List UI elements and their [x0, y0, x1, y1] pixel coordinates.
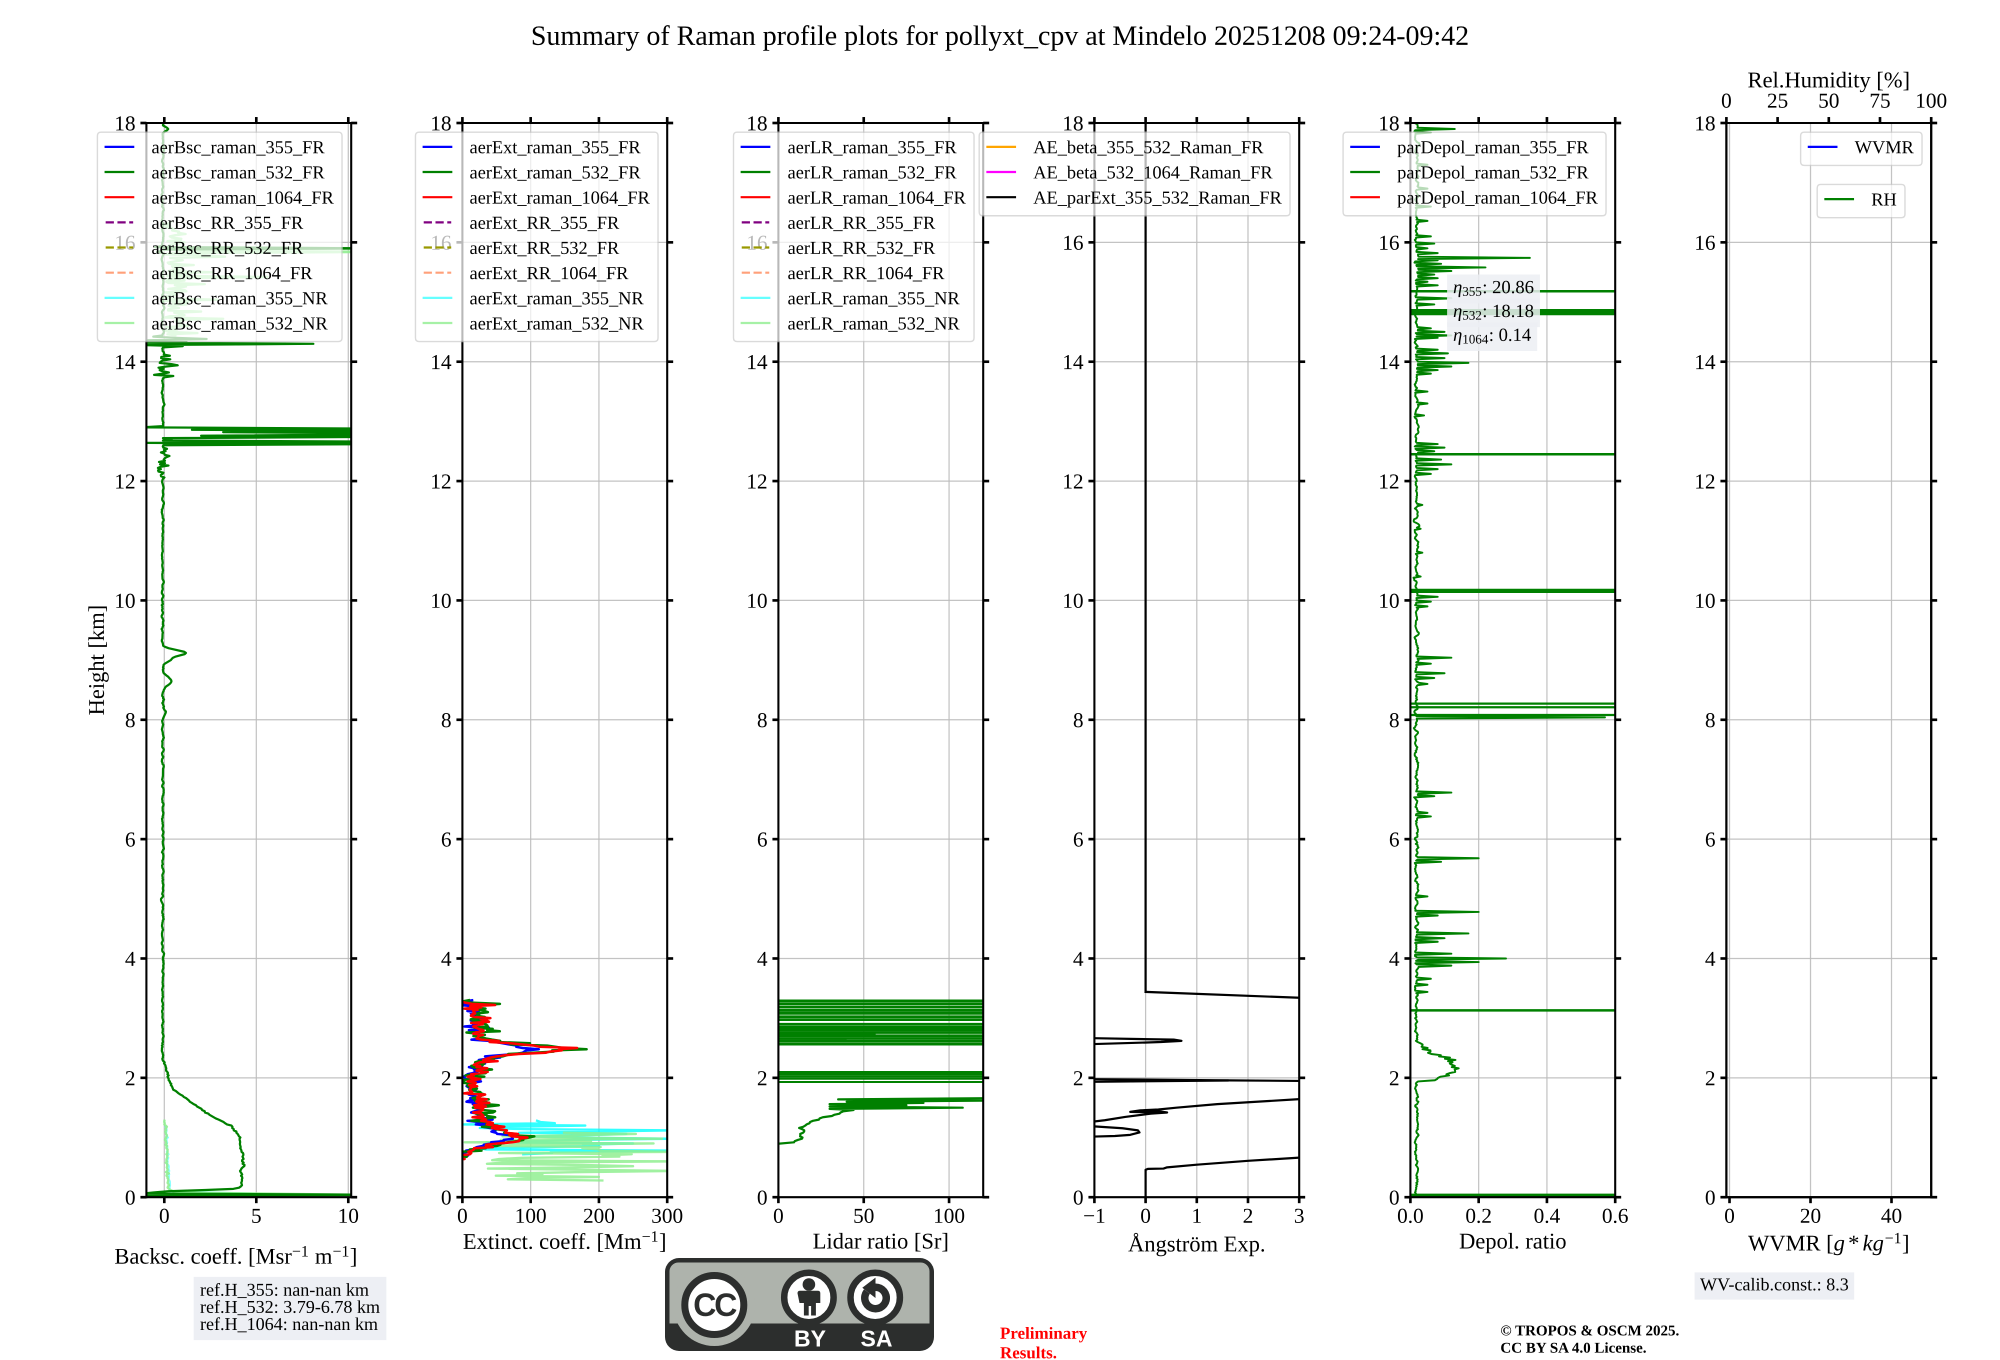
svg-text:SA: SA — [861, 1326, 893, 1352]
svg-text:CC: CC — [693, 1287, 737, 1323]
svg-text:BY: BY — [794, 1326, 826, 1352]
